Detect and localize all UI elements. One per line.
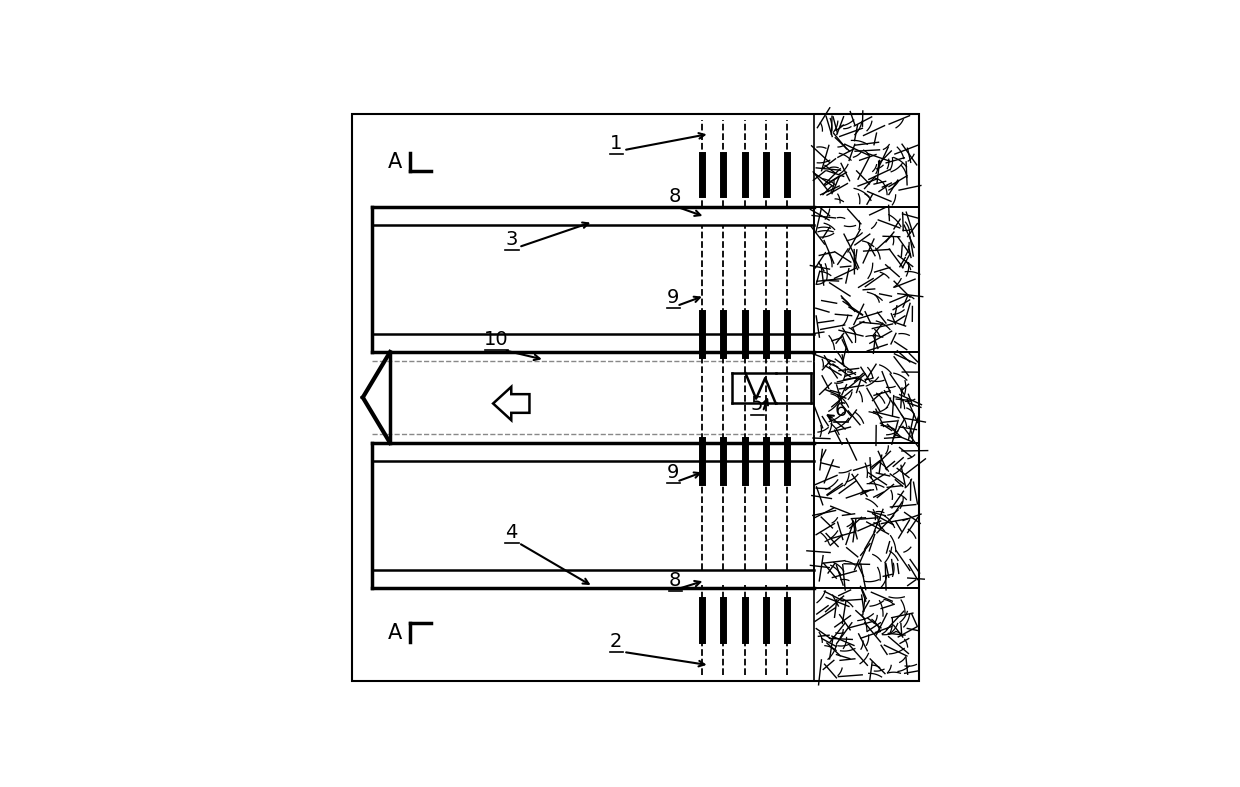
Text: 1: 1 <box>610 135 622 153</box>
Text: A: A <box>388 623 402 642</box>
Text: 2: 2 <box>610 632 622 651</box>
Text: 10: 10 <box>484 330 508 349</box>
Text: A: A <box>388 153 402 172</box>
Bar <box>815 352 919 443</box>
Bar <box>815 114 919 206</box>
Text: 9: 9 <box>667 464 680 482</box>
Bar <box>815 352 919 443</box>
Text: 8: 8 <box>668 187 681 206</box>
Text: 3: 3 <box>505 230 517 249</box>
Polygon shape <box>494 387 529 420</box>
Text: 5: 5 <box>750 395 763 414</box>
Bar <box>815 206 919 352</box>
Text: 6: 6 <box>835 401 847 420</box>
Text: 8: 8 <box>668 571 681 589</box>
Bar <box>815 589 919 681</box>
Bar <box>815 443 919 589</box>
Bar <box>815 114 919 206</box>
Bar <box>815 589 919 681</box>
Bar <box>815 206 919 352</box>
Text: 9: 9 <box>667 287 680 306</box>
Text: 4: 4 <box>505 523 517 541</box>
Bar <box>815 443 919 589</box>
